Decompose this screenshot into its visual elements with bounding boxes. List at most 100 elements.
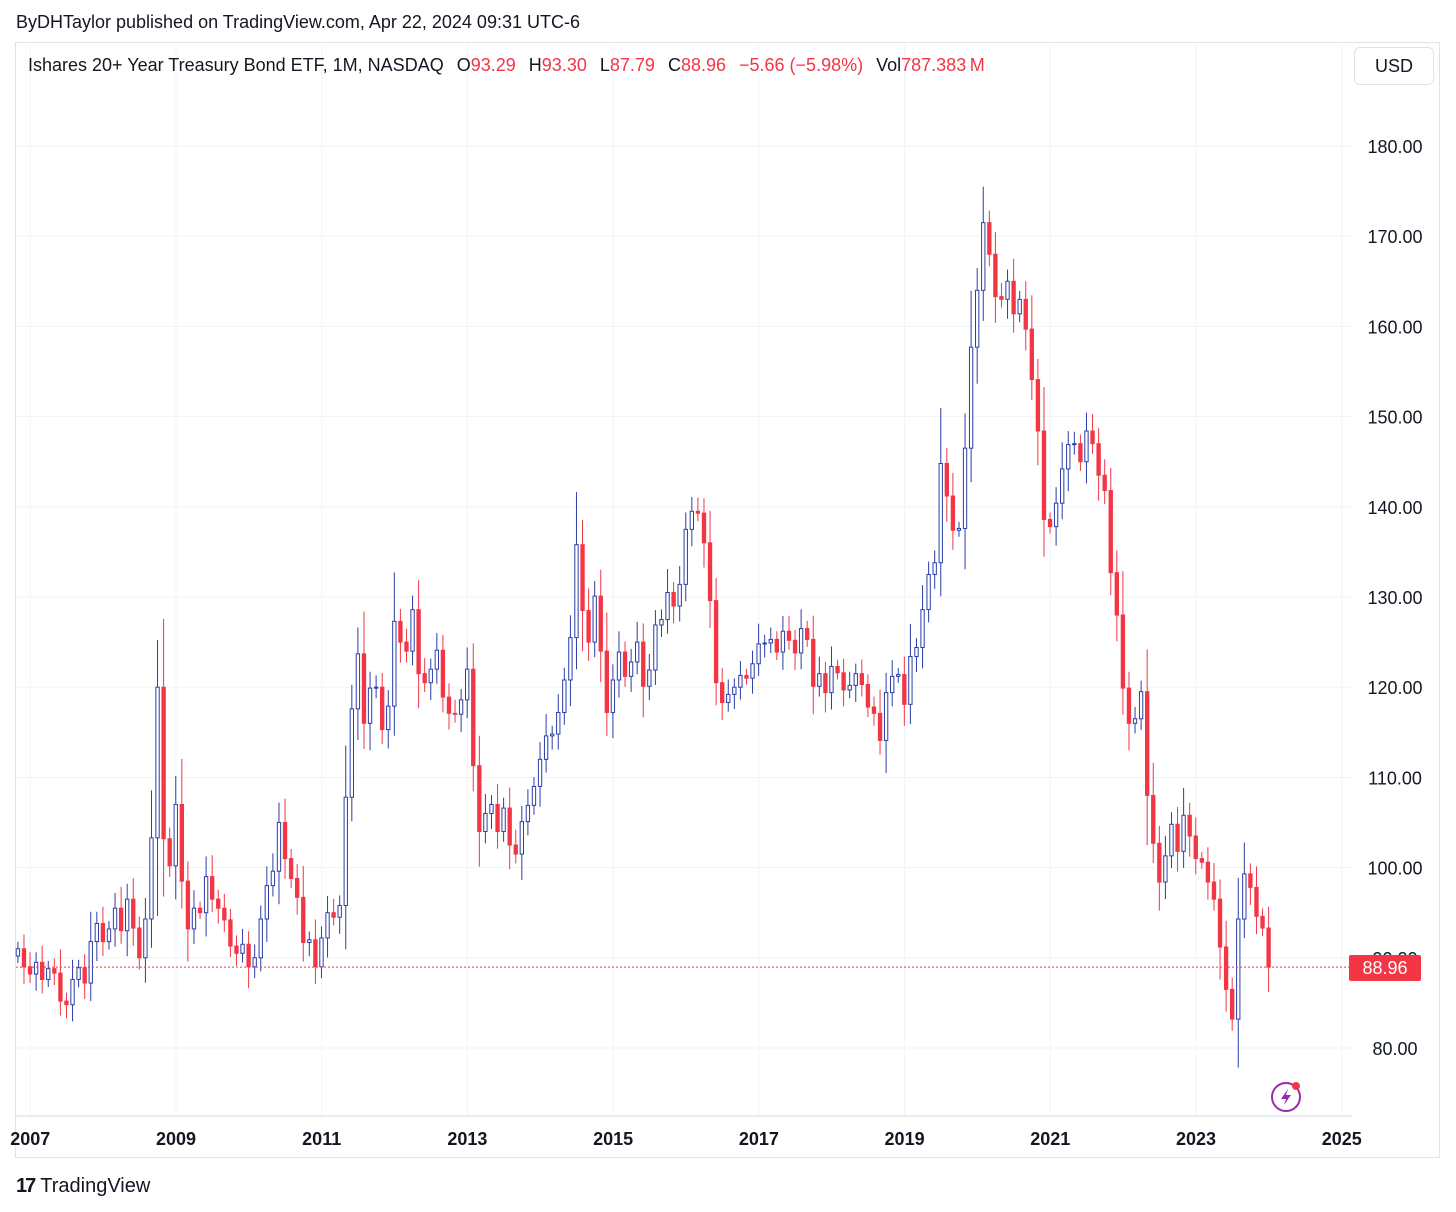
candle-body	[1096, 443, 1101, 476]
candle	[507, 787, 512, 870]
candle	[586, 588, 591, 661]
currency-button[interactable]: USD	[1354, 47, 1434, 85]
candle	[987, 210, 992, 267]
candle	[762, 634, 767, 658]
candle	[622, 641, 628, 687]
candle-body	[1193, 835, 1198, 860]
candle-body	[179, 803, 184, 882]
footer-brand[interactable]: 17 TradingView	[16, 1175, 150, 1198]
candle-body	[355, 653, 361, 710]
candle-body	[131, 898, 136, 929]
candle-body	[993, 253, 998, 298]
x-tick-label: 2015	[593, 1129, 633, 1149]
candle-body	[422, 673, 427, 684]
candle-body	[33, 961, 39, 975]
candle-body	[914, 647, 919, 658]
candle	[1199, 852, 1204, 869]
candle	[367, 671, 373, 751]
candle-body	[270, 870, 276, 887]
candle-body	[197, 907, 203, 914]
candle	[1217, 879, 1223, 980]
candle-body	[258, 918, 263, 959]
candle	[1248, 863, 1253, 905]
candle-body	[361, 653, 367, 724]
candle-body	[932, 562, 937, 575]
candle-body	[1187, 814, 1192, 837]
candle	[829, 646, 834, 710]
candle	[167, 827, 172, 877]
candle	[428, 658, 433, 701]
candle-body	[713, 600, 719, 684]
candle-body	[404, 641, 409, 652]
candle-body	[920, 609, 925, 649]
candle	[191, 890, 197, 945]
candle-body	[744, 674, 749, 679]
candle	[319, 926, 324, 979]
candle	[938, 408, 943, 597]
candle-body	[313, 939, 318, 968]
candle-body	[628, 661, 634, 677]
candle	[1126, 671, 1132, 751]
candle-body	[732, 686, 737, 695]
candle	[118, 886, 124, 944]
candle-body	[695, 510, 701, 514]
candle	[683, 512, 688, 602]
candle	[1029, 295, 1034, 401]
candle	[689, 496, 694, 547]
candle	[76, 959, 81, 988]
candle	[871, 696, 877, 726]
candle	[1011, 258, 1016, 333]
candle-body	[622, 651, 628, 677]
bolt-icon[interactable]	[1271, 1082, 1301, 1112]
candle	[635, 621, 640, 675]
candle	[1047, 512, 1053, 534]
candle-body	[301, 896, 306, 943]
candle-body	[21, 948, 27, 968]
candle-body	[568, 637, 573, 681]
candle	[143, 897, 148, 983]
candle-body	[489, 803, 494, 814]
candle-body	[543, 735, 549, 760]
candle	[173, 776, 178, 900]
candle-body	[1023, 298, 1028, 330]
candle	[525, 789, 531, 836]
candle-body	[307, 939, 312, 943]
candle	[501, 797, 506, 842]
candle	[264, 866, 269, 942]
candle-body	[507, 807, 512, 846]
candle-body	[853, 673, 858, 686]
x-tick-label: 2021	[1030, 1129, 1070, 1149]
candle	[774, 631, 779, 661]
candle-body	[1217, 898, 1223, 948]
candle-body	[337, 904, 342, 918]
candle	[477, 735, 482, 867]
open-label: O	[456, 55, 471, 75]
candle	[465, 647, 470, 719]
candle-body	[76, 967, 81, 980]
candle-body	[635, 641, 640, 663]
candle-body	[1035, 379, 1041, 432]
candle	[15, 941, 21, 963]
candle	[331, 898, 336, 926]
candle-body	[100, 923, 106, 943]
candle	[106, 920, 112, 950]
candle-body	[768, 638, 773, 644]
candle	[137, 916, 142, 970]
candle	[993, 231, 998, 323]
candle	[1211, 863, 1217, 911]
candle	[671, 581, 676, 624]
candle	[556, 694, 561, 750]
candle	[228, 909, 233, 957]
candle	[64, 992, 69, 1019]
candle	[604, 612, 609, 736]
candle-body	[1090, 430, 1095, 445]
candle	[713, 577, 719, 706]
candle-body	[295, 877, 300, 898]
candle	[920, 585, 925, 669]
candle-body	[222, 907, 227, 921]
candle	[422, 658, 427, 693]
x-tick-label: 2025	[1322, 1129, 1362, 1149]
candle-body	[1047, 518, 1053, 528]
candle	[349, 684, 354, 822]
